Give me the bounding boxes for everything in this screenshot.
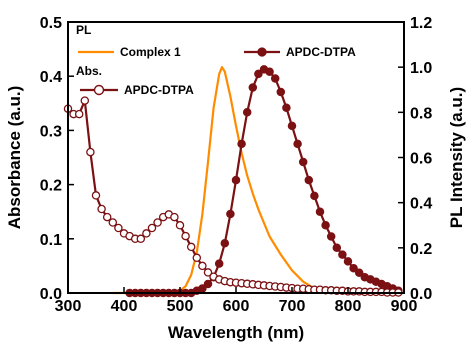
- series-layer: [63, 65, 403, 298]
- x-tick-label: 600: [223, 298, 250, 315]
- x-tick-label: 900: [391, 298, 418, 315]
- y-left-tick-label: 0.5: [40, 15, 62, 32]
- data-point-apdc-dtpa-pl: [270, 74, 280, 83]
- data-point-apdc-dtpa-abs: [192, 253, 202, 263]
- data-point-apdc-dtpa-pl: [310, 191, 319, 201]
- data-point-apdc-dtpa-pl: [254, 69, 263, 79]
- y-right-tick-label: 0.0: [410, 286, 432, 303]
- x-tick-label: 800: [335, 298, 362, 315]
- x-axis-title: Wavelength (nm): [168, 323, 304, 342]
- data-point-apdc-dtpa-abs: [91, 191, 101, 200]
- data-point-apdc-dtpa-pl: [214, 259, 224, 268]
- y-left-tick-label: 0.3: [40, 123, 62, 140]
- series-line-apdc-dtpa-pl: [129, 68, 399, 295]
- y-axis-right-title: PL Intensity (a.u.): [447, 87, 466, 228]
- data-point-apdc-dtpa-pl: [220, 239, 230, 248]
- y-right-tick-label: 1.2: [410, 15, 432, 32]
- data-point-apdc-dtpa-abs: [153, 218, 162, 227]
- y-right-tick-label: 0.4: [410, 196, 432, 213]
- data-point-apdc-dtpa-abs: [198, 261, 207, 271]
- x-tick-label: 300: [55, 298, 82, 315]
- data-point-apdc-dtpa-pl: [287, 121, 297, 131]
- legend-label-apdc-dtpa-abs: APDC-DTPA: [124, 83, 194, 97]
- series-line-complex-1-pl: [112, 66, 338, 295]
- x-tick-label: 500: [167, 298, 194, 315]
- y-left-tick-label: 0.0: [40, 286, 62, 303]
- y-axis-left-title: Absorbance (a.u.): [5, 86, 24, 230]
- legend-marker-apdc-dtpa-pl: [257, 47, 267, 57]
- data-point-apdc-dtpa-abs: [102, 212, 112, 222]
- data-point-apdc-dtpa-pl: [248, 83, 258, 92]
- data-point-apdc-dtpa-abs: [74, 109, 84, 119]
- y-left-tick-label: 0.1: [40, 232, 62, 249]
- legend-marker-apdc-dtpa-abs: [93, 84, 105, 96]
- y-left-tick-label: 0.2: [40, 178, 62, 195]
- legend: PL Abs. Complex 1 APDC-DTPA APDC-DTPA: [76, 23, 356, 97]
- data-point-apdc-dtpa-pl: [321, 221, 330, 230]
- y-right-tick-label: 0.6: [410, 151, 432, 168]
- y-left-tick-label: 0.4: [40, 69, 62, 86]
- data-point-apdc-dtpa-abs: [175, 221, 185, 230]
- plot-frame: [67, 21, 405, 294]
- data-point-apdc-dtpa-pl: [293, 139, 302, 149]
- data-point-apdc-dtpa-pl: [343, 257, 353, 266]
- data-point-apdc-dtpa-pl: [282, 103, 291, 113]
- data-point-apdc-dtpa-pl: [338, 250, 347, 259]
- data-point-apdc-dtpa-pl: [242, 108, 252, 117]
- data-point-apdc-dtpa-abs: [170, 212, 179, 222]
- data-point-apdc-dtpa-pl: [298, 157, 308, 167]
- data-point-apdc-dtpa-abs: [114, 223, 123, 233]
- data-point-apdc-dtpa-pl: [315, 207, 325, 216]
- data-point-apdc-dtpa-abs: [147, 223, 157, 233]
- data-point-apdc-dtpa-abs: [86, 147, 95, 157]
- data-point-apdc-dtpa-pl: [265, 67, 274, 76]
- x-tick-label: 400: [111, 298, 138, 315]
- y-right-tick-label: 0.8: [410, 105, 432, 122]
- data-point-apdc-dtpa-abs: [181, 231, 190, 241]
- legend-heading-pl: PL: [76, 23, 91, 37]
- data-point-apdc-dtpa-pl: [203, 279, 213, 289]
- data-point-apdc-dtpa-pl: [226, 209, 235, 219]
- data-point-apdc-dtpa-pl: [231, 175, 241, 185]
- data-point-apdc-dtpa-abs: [203, 268, 213, 277]
- data-point-apdc-dtpa-pl: [354, 268, 364, 277]
- data-point-apdc-dtpa-abs: [136, 234, 146, 244]
- data-point-apdc-dtpa-abs: [108, 218, 118, 227]
- data-point-apdc-dtpa-pl: [276, 87, 286, 97]
- data-point-apdc-dtpa-abs: [80, 96, 90, 105]
- data-point-apdc-dtpa-abs: [142, 229, 151, 238]
- data-point-apdc-dtpa-pl: [332, 243, 342, 253]
- x-tick-label: 700: [279, 298, 306, 315]
- data-point-apdc-dtpa-abs: [186, 242, 196, 252]
- legend-heading-abs: Abs.: [76, 64, 102, 78]
- data-point-apdc-dtpa-pl: [326, 232, 336, 241]
- data-point-apdc-dtpa-pl: [237, 139, 246, 149]
- legend-label-apdc-dtpa-pl: APDC-DTPA: [286, 45, 356, 59]
- legend-label-complex-1: Complex 1: [120, 45, 181, 59]
- data-point-apdc-dtpa-abs: [97, 204, 106, 214]
- ticks-layer: 300 400 500 600 700 800 9000.00.10.20.30.40.50…: [40, 15, 433, 315]
- data-point-apdc-dtpa-pl: [304, 175, 314, 185]
- data-point-apdc-dtpa-pl: [349, 263, 358, 273]
- y-right-tick-label: 1.0: [410, 60, 432, 77]
- y-right-tick-label: 0.2: [410, 241, 432, 258]
